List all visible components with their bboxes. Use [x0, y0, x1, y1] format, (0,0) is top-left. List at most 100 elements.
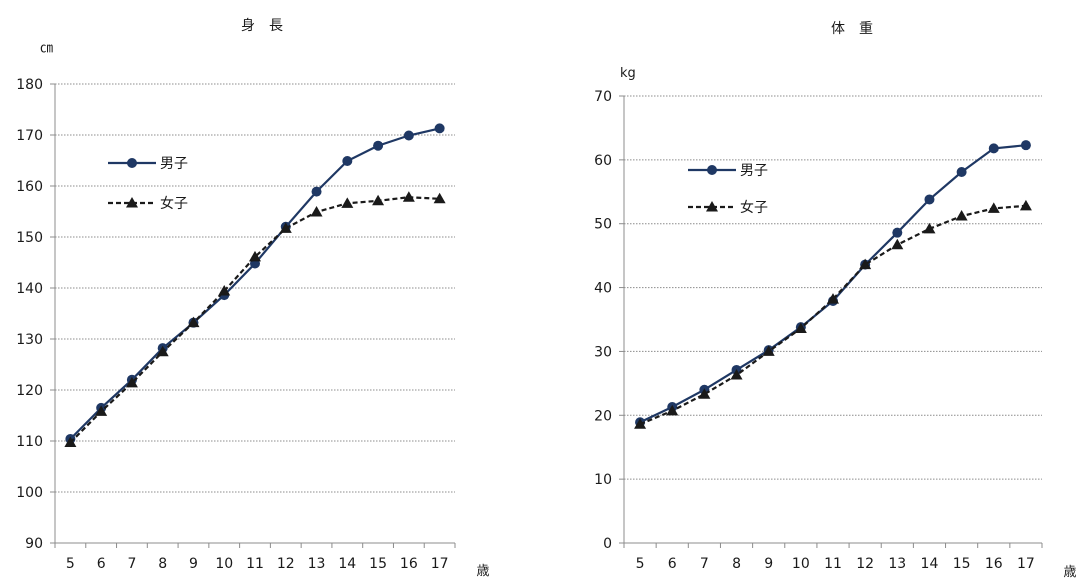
data-point-girls: [730, 369, 743, 380]
series-line-girls: [69, 196, 440, 444]
y-tick-label: 120: [16, 383, 43, 399]
x-tick-label: 11: [246, 556, 264, 572]
legend-label: 女子: [740, 199, 768, 216]
data-point-girls: [187, 316, 200, 328]
data-point-boys: [988, 143, 999, 154]
data-point-boys: [956, 166, 967, 177]
data-point-boys: [434, 123, 445, 134]
x-tick-label: 16: [985, 556, 1003, 572]
data-point-boys: [373, 140, 384, 151]
data-point-girls: [698, 388, 711, 399]
x-tick-label: 6: [97, 556, 106, 572]
x-tick-label: 14: [338, 556, 356, 572]
x-tick-label: 11: [824, 556, 842, 572]
x-tick-label: 7: [127, 556, 136, 572]
data-point-boys: [311, 186, 322, 197]
legend-marker: [707, 165, 717, 175]
x-tick-label: 10: [792, 556, 810, 572]
data-point-girls: [923, 222, 936, 234]
legend-label: 女子: [160, 195, 188, 212]
legend-marker: [127, 158, 137, 168]
y-tick-label: 0: [603, 536, 612, 552]
data-point-girls: [402, 191, 415, 202]
y-tick-label: 100: [16, 485, 43, 501]
y-tick-label: 10: [594, 472, 612, 488]
y-tick-label: 20: [594, 408, 612, 424]
data-point-girls: [1019, 199, 1032, 211]
y-tick-label: 160: [16, 179, 43, 195]
data-point-girls: [310, 206, 323, 217]
y-tick-label: 70: [594, 89, 612, 105]
data-point-girls: [762, 345, 775, 356]
weight-chart: 体 重 kg 歳 0 10 20 30 40 50 60 70 5 6 7 8 9 10 11 12 13 14 15 16…: [594, 21, 1076, 579]
x-tick-label: 9: [189, 556, 198, 572]
data-point-girls: [666, 404, 679, 416]
data-point-boys: [924, 194, 935, 205]
legend-label: 男子: [160, 156, 188, 172]
series-line-boys: [69, 127, 440, 440]
data-point-girls: [955, 210, 968, 221]
series-line-boys: [639, 144, 1027, 424]
y-axis-label: kg: [620, 66, 636, 81]
legend-marker: [126, 197, 138, 208]
data-point-boys: [1020, 140, 1031, 151]
x-tick-label: 17: [431, 556, 449, 572]
data-point-boys: [892, 227, 903, 238]
x-tick-label: 17: [1017, 556, 1035, 572]
series-line-girls: [639, 204, 1026, 426]
data-point-boys: [403, 130, 414, 141]
y-tick-label: 60: [594, 153, 612, 169]
y-tick-label: 30: [594, 344, 612, 360]
data-point-boys: [342, 156, 353, 167]
x-tick-label: 13: [308, 556, 326, 572]
x-tick-label: 15: [369, 556, 387, 572]
x-tick-label: 8: [732, 556, 741, 572]
data-point-girls: [987, 202, 1000, 213]
x-tick-label: 6: [668, 556, 677, 572]
data-point-girls: [372, 194, 385, 206]
x-tick-label: 7: [700, 556, 709, 572]
x-tick-label: 13: [888, 556, 906, 572]
y-axis-label: ㎝: [40, 41, 53, 56]
x-tick-label: 5: [636, 556, 645, 572]
y-tick-label: 140: [16, 281, 43, 297]
data-point-girls: [125, 376, 138, 388]
x-tick-label: 12: [277, 556, 295, 572]
data-point-girls: [891, 238, 904, 250]
chart-title: 身 長: [241, 18, 283, 34]
y-tick-label: 150: [16, 230, 43, 246]
data-point-girls: [859, 258, 872, 270]
x-tick-label: 10: [215, 556, 233, 572]
x-tick-label: 5: [66, 556, 75, 572]
y-tick-label: 110: [16, 434, 43, 450]
data-point-girls: [341, 197, 354, 208]
data-point-girls: [249, 250, 261, 262]
y-tick-label: 180: [16, 77, 43, 93]
x-tick-label: 14: [921, 556, 939, 572]
data-point-girls: [634, 418, 647, 429]
x-axis-label: 歳: [476, 564, 489, 579]
y-tick-label: 130: [16, 332, 43, 348]
x-tick-label: 9: [764, 556, 773, 572]
data-point-girls: [156, 345, 169, 357]
y-tick-label: 170: [16, 128, 43, 144]
legend-marker: [706, 201, 718, 212]
chart-title: 体 重: [831, 21, 873, 37]
y-tick-label: 50: [594, 217, 612, 233]
data-point-girls: [218, 285, 231, 296]
x-tick-label: 15: [953, 556, 971, 572]
data-point-girls: [827, 293, 839, 304]
data-point-girls: [279, 222, 292, 233]
y-tick-label: 90: [25, 536, 43, 552]
data-point-girls: [64, 436, 77, 448]
data-point-girls: [95, 405, 108, 416]
data-point-girls: [433, 192, 446, 204]
x-tick-label: 12: [856, 556, 874, 572]
x-tick-label: 8: [158, 556, 167, 572]
x-axis-label: 歳: [1063, 565, 1076, 579]
x-tick-label: 16: [400, 556, 418, 572]
y-tick-label: 40: [594, 281, 612, 297]
data-point-girls: [794, 322, 807, 333]
